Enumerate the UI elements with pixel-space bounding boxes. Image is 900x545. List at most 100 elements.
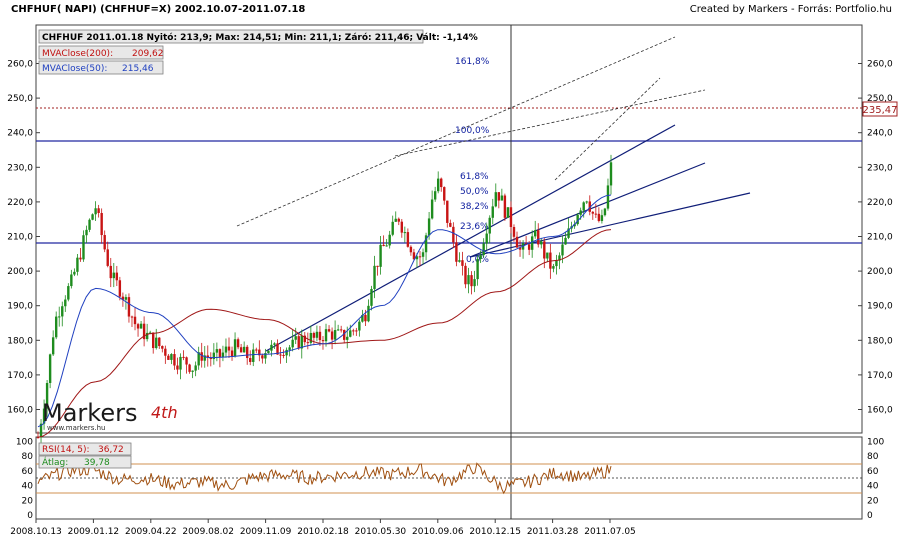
candle-body bbox=[54, 316, 58, 338]
price-tick-label: 230,0 bbox=[7, 163, 33, 173]
last-price-value: 235,47 bbox=[863, 105, 898, 116]
candle-body bbox=[270, 344, 273, 351]
candle-body bbox=[330, 331, 334, 340]
candle-body bbox=[436, 178, 440, 192]
price-tick-label: 170,0 bbox=[7, 371, 33, 381]
price-tick-label: 250,0 bbox=[7, 94, 33, 104]
candle-body bbox=[285, 349, 288, 356]
candle-body bbox=[264, 353, 267, 359]
candle-body bbox=[70, 274, 73, 287]
candle-body bbox=[236, 339, 240, 348]
price-tick-label: 180,0 bbox=[867, 336, 893, 346]
candle-body bbox=[524, 243, 528, 245]
price-tick-label: 260,0 bbox=[7, 60, 33, 70]
candle-body bbox=[182, 356, 185, 358]
candle-body bbox=[518, 247, 522, 250]
candle-body bbox=[139, 323, 143, 329]
candle-body bbox=[249, 357, 252, 362]
candle-body bbox=[379, 244, 382, 267]
ma50-line bbox=[37, 194, 612, 428]
fib-label: 50,0% bbox=[460, 187, 489, 197]
candle-body bbox=[64, 299, 67, 307]
candle-body bbox=[409, 246, 413, 253]
candle-body bbox=[294, 336, 297, 340]
candle-body bbox=[333, 330, 337, 340]
time-tick-label: 2010.12.15 bbox=[469, 527, 521, 537]
candle-body bbox=[100, 212, 103, 236]
candle-body bbox=[503, 195, 507, 218]
candle-body bbox=[370, 288, 373, 306]
last-price-tag bbox=[862, 101, 898, 117]
price-tick-label: 160,0 bbox=[867, 406, 893, 416]
price-tick-label: 260,0 bbox=[867, 60, 893, 70]
price-axis-right: 160,0 170,0 180,0 190,0 200,0 210,0 220,0 230,0… bbox=[858, 60, 893, 416]
rsi-tick-label: 20 bbox=[22, 496, 34, 506]
price-tick-label: 190,0 bbox=[7, 302, 33, 312]
candle-body bbox=[418, 256, 422, 258]
candle-body bbox=[306, 342, 310, 344]
ma50-legend-value: 215,46 bbox=[122, 64, 154, 74]
candle-body bbox=[91, 214, 94, 220]
candle-body bbox=[109, 265, 112, 279]
candle-body bbox=[585, 201, 588, 203]
candle-body bbox=[324, 329, 328, 342]
candle-body bbox=[430, 199, 434, 219]
candle-body bbox=[121, 296, 125, 300]
candle-body bbox=[279, 354, 282, 356]
rsi-tick-label: 100 bbox=[867, 438, 884, 448]
candle-body bbox=[233, 339, 237, 357]
candle-body bbox=[403, 232, 407, 234]
ma50-legend bbox=[38, 60, 164, 75]
rsi-tick-label: 80 bbox=[22, 452, 34, 462]
ma200-legend-label: MVAClose(200): bbox=[42, 49, 113, 59]
candle-body bbox=[203, 355, 206, 361]
rsi-tick-label: 100 bbox=[16, 438, 33, 448]
candle-body bbox=[61, 306, 64, 317]
candle-body bbox=[573, 224, 576, 227]
time-tick-label: 2011.03.28 bbox=[527, 527, 579, 537]
candle-body bbox=[558, 255, 561, 261]
candle-body bbox=[591, 211, 595, 214]
price-tick-label: 220,0 bbox=[7, 198, 33, 208]
time-tick-label: 2008.10.13 bbox=[10, 527, 62, 537]
candle-body bbox=[509, 207, 513, 228]
candle-body bbox=[291, 339, 294, 348]
time-tick-label: 2009.11.09 bbox=[240, 527, 292, 537]
price-tick-label: 160,0 bbox=[7, 406, 33, 416]
candle-body bbox=[127, 297, 131, 317]
candle-body bbox=[224, 346, 228, 353]
candle-body bbox=[239, 347, 243, 353]
candle-body bbox=[106, 249, 109, 266]
fib-label: 38,2% bbox=[460, 202, 489, 212]
candle-body bbox=[343, 329, 346, 340]
candle-body bbox=[391, 221, 394, 235]
candle-body bbox=[582, 202, 585, 211]
price-tick-label: 210,0 bbox=[7, 233, 33, 243]
candle-body bbox=[555, 260, 558, 267]
candle-body bbox=[252, 349, 255, 362]
candle-body bbox=[36, 437, 40, 439]
candle-body bbox=[446, 200, 449, 223]
candle-body bbox=[112, 272, 115, 279]
candle-body bbox=[282, 354, 285, 356]
candle-body bbox=[552, 266, 555, 269]
candle-body bbox=[155, 337, 158, 349]
candle-body bbox=[130, 316, 134, 318]
candle-body bbox=[227, 346, 231, 351]
candle-body bbox=[103, 235, 106, 250]
candle-body bbox=[485, 233, 488, 244]
candle-body bbox=[115, 272, 119, 281]
candle-body bbox=[136, 324, 140, 329]
candle-body bbox=[88, 219, 91, 230]
candle-body bbox=[312, 332, 316, 338]
candle-body bbox=[594, 213, 598, 215]
price-tick-label: 200,0 bbox=[7, 267, 33, 277]
time-tick-label: 2011.07.05 bbox=[584, 527, 636, 537]
credit-text: Created by Markers - Forrás: Portfolio.h… bbox=[689, 4, 892, 15]
price-tick-label: 230,0 bbox=[867, 163, 893, 173]
candle-body bbox=[488, 217, 491, 234]
candle-body bbox=[400, 221, 404, 233]
price-tick-label: 200,0 bbox=[867, 267, 893, 277]
channel-line-dashed bbox=[394, 89, 706, 157]
